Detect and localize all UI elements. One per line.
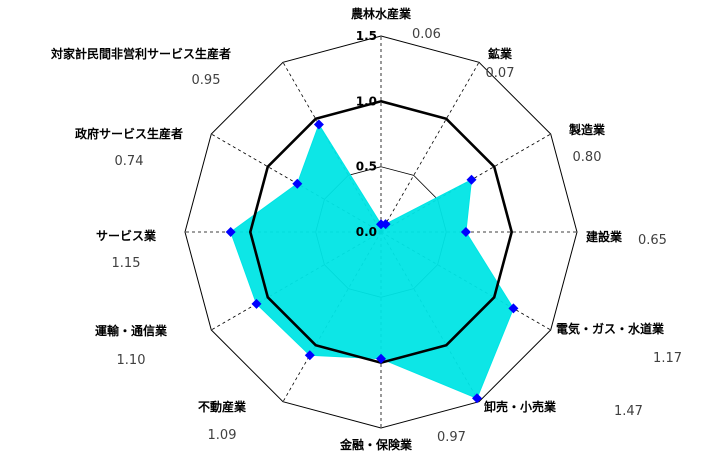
category-label: 金融・保険業 (339, 437, 413, 452)
category-label: 建設業 (585, 229, 623, 244)
data-point-10 (225, 227, 236, 237)
tick-label: 0.5 (356, 160, 377, 174)
data-point-12 (313, 119, 324, 130)
category-label: 卸売・小売業 (484, 399, 557, 414)
value-label: 0.95 (192, 73, 221, 88)
value-label: 1.10 (117, 353, 146, 368)
value-label: 0.97 (437, 430, 466, 445)
category-label: 対家計民間非営利サービス生産者 (50, 46, 231, 61)
value-label: 1.47 (614, 404, 643, 419)
value-label: 1.09 (208, 428, 237, 443)
value-label: 1.15 (112, 256, 141, 271)
data-point-9 (251, 298, 262, 309)
tick-label: 0.0 (356, 225, 377, 239)
data-point-7 (376, 353, 386, 364)
data-point-2 (380, 219, 391, 230)
category-label: 不動産業 (198, 399, 247, 414)
data-point-5 (508, 303, 519, 314)
tick-label: 1.5 (356, 29, 377, 43)
data-point-4 (460, 227, 471, 237)
value-label: 0.06 (412, 27, 441, 42)
value-label: 0.74 (115, 154, 144, 169)
data-point-11 (292, 178, 303, 189)
tick-label: 1.0 (356, 94, 377, 108)
category-label: 電気・ガス・水道業 (556, 321, 665, 336)
category-label: サービス業 (96, 228, 157, 243)
category-label: 鉱業 (488, 46, 513, 61)
data-point-6 (472, 393, 482, 404)
data-point-3 (466, 174, 477, 185)
value-label: 0.80 (573, 150, 602, 165)
value-label: 0.07 (486, 66, 515, 81)
value-label: 1.17 (653, 351, 682, 366)
value-label: 0.65 (638, 233, 667, 248)
data-point-8 (304, 350, 315, 361)
category-label: 農林水産業 (351, 6, 412, 21)
data-markers (225, 119, 519, 404)
axis-tick-labels: 0.0 0.5 1.0 1.5 (356, 29, 377, 239)
category-label: 運輸・通信業 (95, 323, 168, 338)
category-label: 政府サービス生産者 (75, 126, 183, 141)
grid-ring-1-5 (184, 35, 578, 429)
category-label: 製造業 (568, 122, 606, 137)
grid-spoke-2 (380, 62, 480, 233)
